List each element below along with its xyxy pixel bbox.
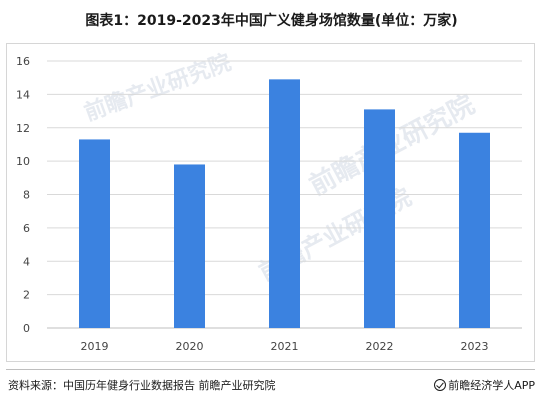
source-note: 资料来源：中国历年健身行业数据报告 前瞻产业研究院: [8, 379, 276, 392]
y-tick-label: 2: [23, 289, 30, 302]
brand-name: 前瞻经济学人APP: [448, 379, 535, 392]
footer-divider: [6, 369, 535, 370]
brand-logo-icon: [434, 379, 447, 391]
x-tick-label-2019: 2019: [81, 340, 109, 353]
bar-2022: [364, 109, 395, 328]
x-tick-label-2022: 2022: [366, 340, 394, 353]
brand-credit: 前瞻经济学人APP: [434, 377, 535, 393]
bar-2020: [174, 164, 205, 328]
y-tick-label: 4: [23, 255, 30, 268]
bar-2023: [459, 132, 490, 328]
y-tick-label: 6: [23, 222, 30, 235]
bars: [79, 79, 490, 328]
x-axis-ticks: 2019 2020 2021 2022 2023: [81, 340, 489, 353]
x-tick-label-2023: 2023: [461, 340, 489, 353]
y-tick-label: 0: [23, 322, 30, 335]
y-tick-label: 8: [23, 189, 30, 202]
y-tick-label: 16: [16, 55, 30, 68]
y-axis-ticks: 0 2 4 6 8 10 12 14 16: [16, 55, 30, 335]
y-tick-label: 12: [16, 122, 30, 135]
bar-2019: [79, 139, 110, 328]
footer: 资料来源：中国历年健身行业数据报告 前瞻产业研究院 前瞻经济学人APP: [8, 377, 535, 393]
y-tick-label: 10: [16, 155, 30, 168]
x-tick-label-2021: 2021: [271, 340, 299, 353]
chart-title: 图表1：2019-2023年中国广义健身场馆数量(单位：万家): [85, 13, 458, 29]
x-tick-label-2020: 2020: [176, 340, 204, 353]
bar-2021: [269, 79, 300, 328]
y-tick-label: 14: [16, 88, 30, 101]
